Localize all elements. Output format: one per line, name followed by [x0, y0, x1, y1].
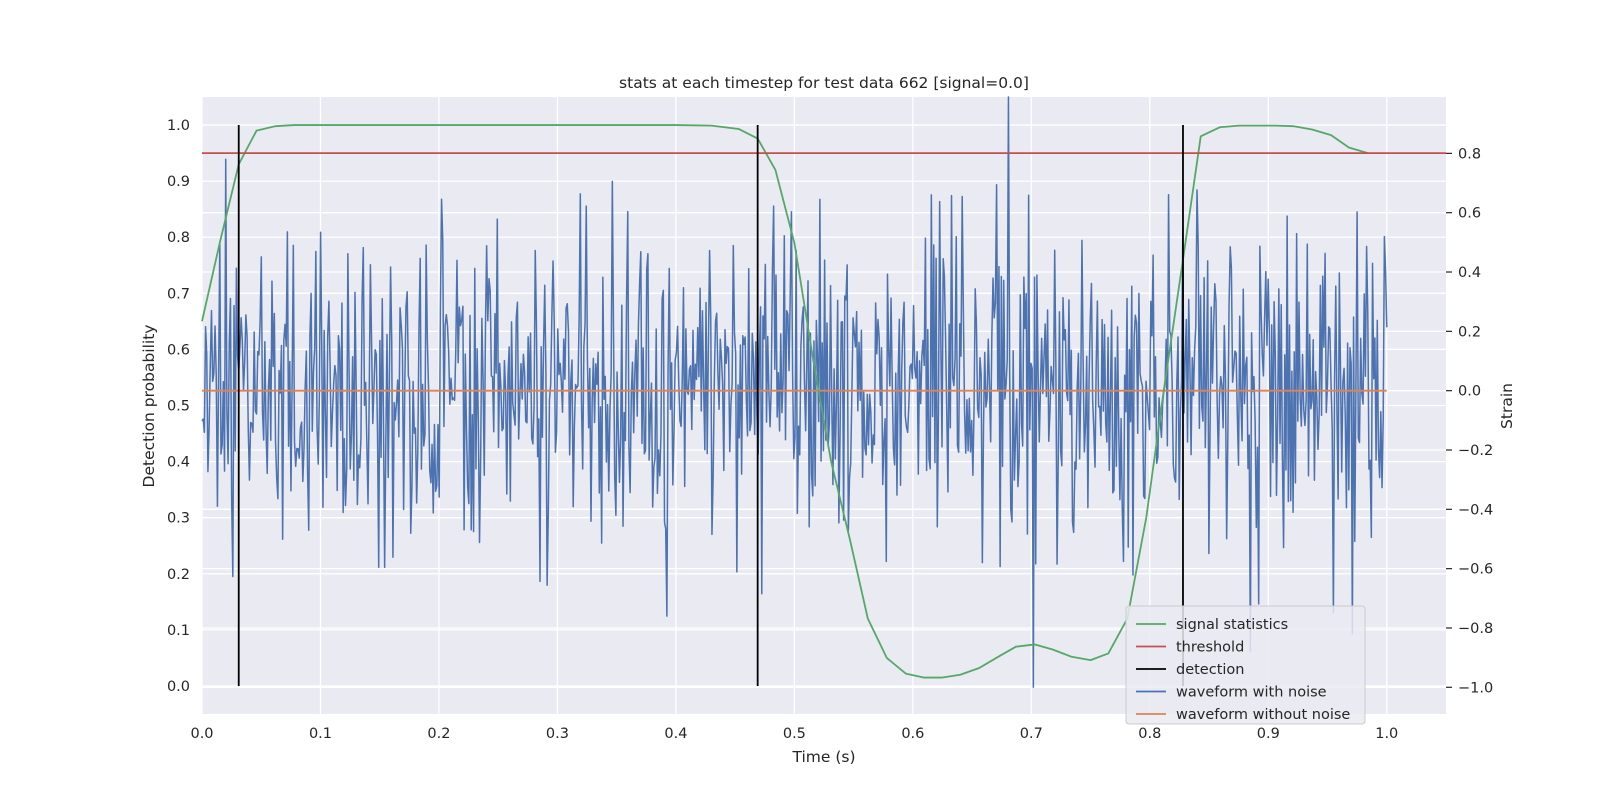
x-axis-ticks: 0.0 0.1 0.2 0.3 0.4 0.5 0.6 0.7 0.8 0.9 1.0 — [190, 726, 1398, 742]
y-tick-label-0: 0.0 — [167, 679, 190, 695]
y-right-tick-label-0: −1.0 — [1458, 680, 1493, 696]
y-tick-label-6: 0.6 — [167, 342, 190, 358]
y-tick-label-2: 0.2 — [167, 567, 190, 583]
x-tick-label-9: 0.9 — [1257, 726, 1280, 742]
x-tick-label-1: 0.1 — [309, 726, 332, 742]
series-waveform-with-noise — [201, 96, 1388, 689]
y-right-axis-ticks: −1.0 −0.8 −0.6 −0.4 −0.2 0.0 0.2 0.4 0.6 0.8 — [1446, 146, 1493, 696]
x-tick-label-6: 0.6 — [901, 726, 924, 742]
y-axis-label: Detection probability — [140, 325, 158, 488]
series-lines — [201, 96, 1446, 689]
y-right-tick-label-6: 0.2 — [1458, 324, 1481, 340]
legend-label-2: detection — [1176, 662, 1244, 678]
y-tick-label-3: 0.3 — [167, 511, 190, 527]
y-tick-label-7: 0.7 — [167, 286, 190, 302]
x-tick-label-5: 0.5 — [783, 726, 806, 742]
y-right-tick-label-1: −0.8 — [1458, 621, 1493, 637]
legend-label-4: waveform without noise — [1176, 707, 1350, 723]
y-right-tick-label-9: 0.8 — [1458, 146, 1481, 162]
y-tick-label-1: 0.1 — [167, 623, 190, 639]
y-right-tick-label-7: 0.4 — [1458, 265, 1481, 281]
y-right-tick-label-4: −0.2 — [1458, 443, 1493, 459]
legend-label-3: waveform with noise — [1176, 685, 1327, 701]
legend-label-1: threshold — [1176, 640, 1244, 656]
x-axis-label: Time (s) — [791, 748, 855, 766]
x-tick-label-10: 1.0 — [1375, 726, 1398, 742]
y-right-tick-label-2: −0.6 — [1458, 562, 1493, 578]
y-axis-ticks: 0.0 0.1 0.2 0.3 0.4 0.5 0.6 0.7 0.8 0.9 1.0 — [167, 118, 190, 695]
y-tick-label-4: 0.4 — [167, 455, 190, 471]
y-tick-label-9: 0.9 — [167, 174, 190, 190]
y-right-tick-label-3: −0.4 — [1458, 502, 1493, 518]
chart-title: stats at each timestep for test data 662… — [619, 74, 1029, 92]
y-right-tick-label-8: 0.6 — [1458, 206, 1481, 222]
legend: signal statistics threshold detection wavef… — [1125, 605, 1366, 725]
x-tick-label-2: 0.2 — [427, 726, 450, 742]
x-tick-label-0: 0.0 — [190, 726, 213, 742]
y-right-tick-label-5: 0.0 — [1458, 384, 1481, 400]
x-tick-label-8: 0.8 — [1138, 726, 1161, 742]
legend-box — [1125, 605, 1366, 725]
y-tick-label-5: 0.5 — [167, 399, 190, 415]
y-right-axis-label: Strain — [1498, 383, 1516, 429]
legend-label-0: signal statistics — [1176, 617, 1288, 633]
series-signal-statistics — [201, 124, 1369, 679]
x-tick-label-3: 0.3 — [546, 726, 569, 742]
x-tick-label-4: 0.4 — [664, 726, 687, 742]
y-tick-label-10: 1.0 — [167, 118, 190, 134]
y-tick-label-8: 0.8 — [167, 230, 190, 246]
x-tick-label-7: 0.7 — [1020, 726, 1043, 742]
